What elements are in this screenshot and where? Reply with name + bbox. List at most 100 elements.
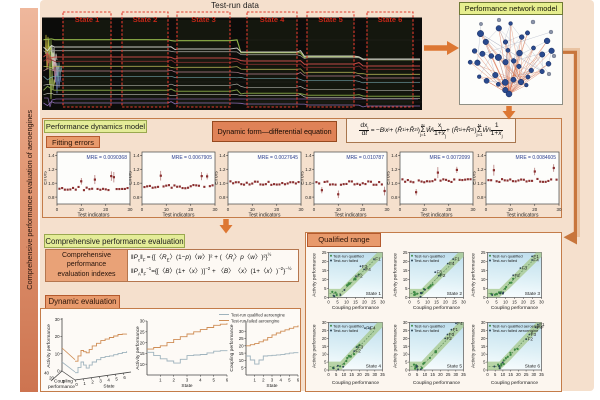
svg-text:3: 3 bbox=[186, 377, 189, 382]
svg-text:1.0: 1.0 bbox=[477, 181, 484, 186]
svg-text:0: 0 bbox=[405, 368, 408, 373]
svg-text:Test-run qualified aeroengine: Test-run qualified aeroengine bbox=[231, 312, 286, 317]
svg-text:5: 5 bbox=[324, 286, 327, 291]
svg-text:State 2: State 2 bbox=[446, 291, 462, 297]
svg-text:0: 0 bbox=[62, 379, 65, 384]
svg-text:20: 20 bbox=[360, 207, 365, 212]
svg-text:10: 10 bbox=[425, 299, 430, 304]
svg-text:1.4: 1.4 bbox=[133, 153, 140, 158]
svg-text:20: 20 bbox=[438, 372, 443, 377]
svg-text:1.0: 1.0 bbox=[391, 181, 398, 186]
svg-text:20: 20 bbox=[140, 340, 145, 345]
svg-text:5: 5 bbox=[324, 360, 327, 365]
svg-text:0: 0 bbox=[405, 295, 408, 300]
svg-text:0: 0 bbox=[483, 368, 486, 373]
svg-text:0: 0 bbox=[408, 372, 411, 377]
svg-text:15: 15 bbox=[508, 372, 513, 377]
svg-text:30: 30 bbox=[213, 207, 218, 212]
svg-text:F2: F2 bbox=[357, 274, 363, 279]
svg-text:5: 5 bbox=[212, 377, 215, 382]
svg-text:20: 20 bbox=[402, 336, 407, 341]
svg-text:0: 0 bbox=[141, 207, 144, 212]
svg-text:25: 25 bbox=[322, 250, 327, 255]
svg-text:6: 6 bbox=[226, 377, 229, 382]
svg-text:Errors: Errors bbox=[215, 171, 220, 185]
svg-text:1.4: 1.4 bbox=[48, 153, 55, 158]
svg-text:5: 5 bbox=[405, 286, 408, 291]
svg-text:F4: F4 bbox=[533, 258, 539, 263]
svg-text:6: 6 bbox=[297, 377, 300, 382]
svg-text:Test indicators: Test indicators bbox=[249, 213, 281, 219]
svg-text:30: 30 bbox=[402, 320, 407, 325]
svg-text:MRE = 0.0027645: MRE = 0.0027645 bbox=[258, 155, 299, 161]
svg-text:30: 30 bbox=[461, 299, 466, 304]
svg-text:20: 20 bbox=[481, 259, 486, 264]
svg-text:Test-run failed: Test-run failed bbox=[414, 328, 439, 333]
svg-text:5: 5 bbox=[115, 376, 118, 381]
svg-text:State 1: State 1 bbox=[366, 291, 382, 297]
svg-text:0: 0 bbox=[399, 207, 402, 212]
svg-text:5: 5 bbox=[483, 360, 486, 365]
svg-text:10: 10 bbox=[481, 277, 486, 282]
svg-text:State: State bbox=[181, 383, 193, 389]
svg-text:10: 10 bbox=[422, 372, 427, 377]
svg-text:35: 35 bbox=[380, 372, 385, 377]
svg-text:5: 5 bbox=[336, 299, 339, 304]
svg-text:Coupling: Coupling bbox=[54, 379, 73, 385]
svg-text:10: 10 bbox=[239, 358, 244, 363]
svg-text:10: 10 bbox=[422, 207, 427, 212]
svg-text:F1: F1 bbox=[533, 254, 539, 259]
svg-text:15: 15 bbox=[481, 344, 486, 349]
svg-text:2: 2 bbox=[91, 380, 94, 385]
svg-text:Activity performance: Activity performance bbox=[392, 253, 398, 297]
svg-text:10: 10 bbox=[322, 277, 327, 282]
svg-text:15: 15 bbox=[434, 299, 439, 304]
svg-text:F3: F3 bbox=[362, 264, 368, 269]
svg-text:0.8: 0.8 bbox=[133, 195, 140, 200]
svg-text:30: 30 bbox=[140, 319, 145, 324]
svg-text:1.2: 1.2 bbox=[133, 167, 140, 172]
svg-text:Errors: Errors bbox=[129, 171, 134, 185]
svg-text:20: 20 bbox=[481, 336, 486, 341]
svg-text:Coupling performance: Coupling performance bbox=[412, 305, 460, 311]
svg-text:4: 4 bbox=[107, 377, 110, 382]
svg-text:5: 5 bbox=[417, 299, 420, 304]
svg-text:Activity performance: Activity performance bbox=[471, 324, 477, 368]
svg-text:15: 15 bbox=[349, 372, 354, 377]
svg-text:1: 1 bbox=[83, 381, 86, 386]
svg-text:0.8: 0.8 bbox=[477, 195, 484, 200]
svg-text:25: 25 bbox=[322, 328, 327, 333]
svg-text:F4: F4 bbox=[365, 267, 371, 272]
svg-text:Coupling performance: Coupling performance bbox=[491, 380, 539, 386]
svg-text:25: 25 bbox=[481, 328, 486, 333]
svg-text:Test-run qualified: Test-run qualified bbox=[492, 253, 522, 258]
svg-text:State 5: State 5 bbox=[318, 15, 343, 24]
svg-text:25: 25 bbox=[140, 330, 145, 335]
svg-text:10: 10 bbox=[508, 207, 513, 212]
svg-text:0: 0 bbox=[313, 207, 316, 212]
svg-text:Coupling performance: Coupling performance bbox=[332, 305, 380, 311]
svg-text:5: 5 bbox=[405, 360, 408, 365]
svg-text:20: 20 bbox=[532, 207, 537, 212]
svg-text:F1: F1 bbox=[452, 327, 458, 332]
svg-text:20: 20 bbox=[521, 299, 526, 304]
svg-text:10: 10 bbox=[503, 299, 508, 304]
svg-text:Coupling performance: Coupling performance bbox=[229, 324, 235, 372]
svg-text:F2: F2 bbox=[440, 273, 446, 278]
svg-text:30: 30 bbox=[471, 207, 476, 212]
svg-text:0: 0 bbox=[57, 369, 60, 374]
svg-text:0: 0 bbox=[485, 207, 488, 212]
svg-text:Test indicators: Test indicators bbox=[78, 213, 110, 219]
svg-text:1.4: 1.4 bbox=[391, 153, 398, 158]
svg-text:1.0: 1.0 bbox=[48, 181, 55, 186]
svg-text:Test indicators: Test indicators bbox=[335, 213, 367, 219]
svg-text:0: 0 bbox=[75, 382, 78, 387]
svg-text:1.2: 1.2 bbox=[477, 167, 484, 172]
svg-text:Test-run failed: Test-run failed bbox=[333, 258, 358, 263]
svg-text:5: 5 bbox=[241, 365, 244, 370]
svg-text:25: 25 bbox=[481, 250, 486, 255]
svg-text:Test-run failed aeroengine: Test-run failed aeroengine bbox=[492, 328, 539, 333]
svg-text:10: 10 bbox=[344, 299, 349, 304]
svg-text:MRE = 0.0084605: MRE = 0.0084605 bbox=[516, 155, 557, 161]
svg-text:0: 0 bbox=[56, 207, 59, 212]
